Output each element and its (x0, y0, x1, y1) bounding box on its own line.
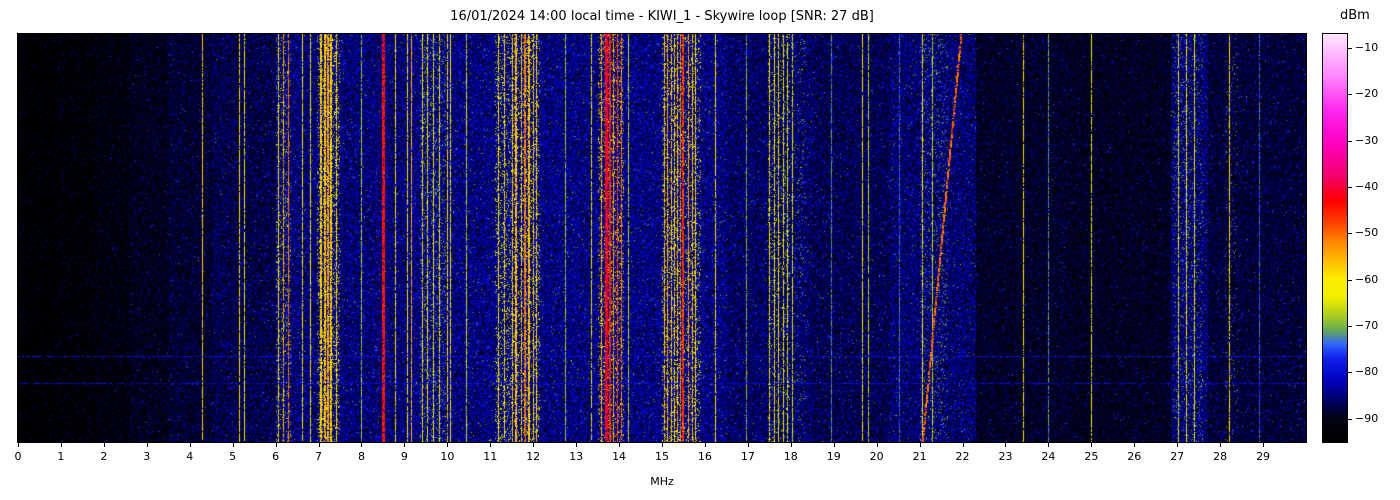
x-tick-label: 12 (526, 450, 541, 463)
x-tick-mark (1220, 443, 1222, 447)
x-axis-label: MHz (650, 475, 674, 488)
x-tick-mark (60, 443, 62, 447)
chart-title: 16/01/2024 14:00 local time - KIWI_1 - S… (450, 9, 874, 24)
x-tick-label: 8 (357, 450, 365, 463)
x-tick-label: 19 (826, 450, 841, 463)
x-tick-mark (275, 443, 277, 447)
x-tick-label: 20 (869, 450, 884, 463)
colorbar-tick-label: −20 (1355, 87, 1379, 101)
x-tick-mark (833, 443, 835, 447)
x-tick-mark (962, 443, 964, 447)
x-tick-label: 21 (912, 450, 927, 463)
x-tick-mark (747, 443, 749, 447)
colorbar-gradient (1323, 34, 1347, 442)
x-tick-mark (232, 443, 234, 447)
x-tick-mark (662, 443, 663, 447)
x-tick-mark (361, 443, 363, 447)
x-tick-label: 24 (1041, 450, 1056, 463)
x-tick-mark (103, 443, 105, 447)
x-tick-mark (1134, 443, 1136, 447)
colorbar-tick-label: −70 (1355, 319, 1379, 333)
colorbar-tick-label: −90 (1355, 411, 1379, 425)
x-tick-mark (1177, 443, 1179, 447)
x-tick-mark (576, 443, 578, 447)
x-tick-label: 10 (440, 450, 455, 463)
x-tick-mark (404, 443, 406, 447)
x-tick-label: 7 (315, 450, 323, 463)
plot-area (17, 33, 1307, 443)
colorbar-tick-label: −30 (1355, 133, 1379, 147)
colorbar-tick-label: −50 (1355, 226, 1379, 240)
x-tick-mark (876, 443, 878, 447)
colorbar-tick-mark (1348, 94, 1352, 96)
x-tick-label: 14 (612, 450, 627, 463)
x-tick-label: 2 (100, 450, 108, 463)
x-tick-label: 23 (998, 450, 1013, 463)
x-tick-mark (1091, 443, 1093, 447)
x-tick-mark (318, 443, 320, 447)
x-tick-label: 11 (483, 450, 498, 463)
x-tick-mark (533, 443, 535, 447)
x-tick-label: 1 (57, 450, 65, 463)
x-tick-label: 4 (186, 450, 194, 463)
x-tick-label: 9 (400, 450, 408, 463)
colorbar-tick-mark (1348, 187, 1352, 188)
x-tick-label: 15 (655, 450, 669, 463)
x-tick-mark (490, 443, 492, 447)
colorbar-tick-mark (1348, 418, 1352, 420)
colorbar-tick-mark (1348, 140, 1352, 142)
x-tick-label: 3 (143, 450, 151, 463)
x-tick-mark (146, 443, 148, 447)
x-tick-label: 16 (697, 450, 712, 463)
colorbar-tick-mark (1348, 233, 1352, 235)
x-tick-label: 28 (1213, 450, 1228, 463)
x-tick-mark (1048, 443, 1050, 447)
colorbar-tick-label: −40 (1355, 180, 1379, 193)
colorbar-tick-label: −10 (1355, 40, 1379, 54)
x-tick-label: 26 (1127, 450, 1142, 463)
x-tick-mark (919, 443, 921, 447)
colorbar-tick-label: −80 (1355, 365, 1379, 379)
x-tick-mark (18, 443, 19, 447)
x-tick-mark (189, 443, 191, 447)
x-tick-mark (619, 443, 621, 447)
x-tick-mark (790, 443, 792, 447)
colorbar-tick-mark (1348, 47, 1352, 49)
x-tick-label: 18 (783, 450, 798, 463)
x-tick-label: 5 (229, 450, 237, 463)
colorbar-tick-label: −60 (1355, 272, 1379, 286)
colorbar-unit-label: dBm (1340, 8, 1370, 23)
x-tick-label: 13 (569, 450, 584, 463)
x-tick-label: 29 (1256, 450, 1271, 463)
x-tick-label: 17 (740, 450, 755, 463)
spectrogram-canvas (18, 34, 1306, 442)
x-tick-mark (704, 443, 706, 447)
colorbar-tick-mark (1348, 372, 1352, 374)
colorbar-tick-mark (1348, 279, 1352, 281)
x-tick-mark (1005, 443, 1007, 447)
x-tick-label: 27 (1170, 450, 1185, 463)
colorbar-tick-mark (1348, 326, 1352, 328)
colorbar (1322, 33, 1348, 443)
x-tick-mark (1263, 443, 1265, 447)
x-tick-label: 22 (955, 450, 970, 463)
x-tick-mark (447, 443, 449, 447)
x-tick-label: 25 (1084, 450, 1099, 463)
x-tick-label: 0 (14, 450, 22, 463)
x-tick-label: 6 (272, 450, 280, 463)
